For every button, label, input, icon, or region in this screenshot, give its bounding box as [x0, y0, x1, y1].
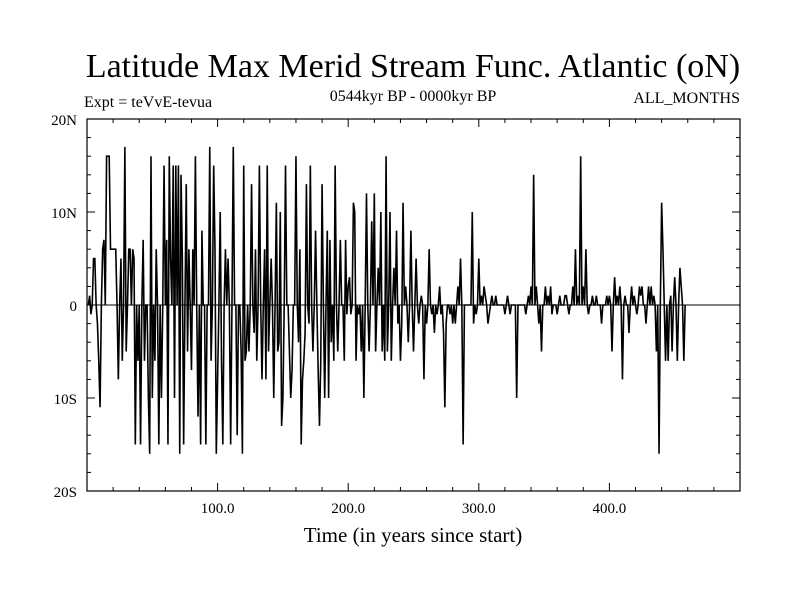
x-axis-label: Time (in years since start) [304, 523, 523, 547]
y-tick-label: 10S [54, 392, 77, 408]
x-axis: 100.0 200.0 300.0 400.0 [112, 119, 715, 517]
experiment-label: Expt = teVvE-tevua [84, 94, 212, 111]
series-line [87, 146, 686, 454]
months-label: ALL_MONTHS [633, 90, 740, 107]
y-tick-label: 0 [70, 299, 78, 315]
y-axis: 20N 10N 0 10S 20S [51, 113, 740, 501]
x-tick-label: 200.0 [331, 501, 365, 517]
y-tick-label: 10N [51, 206, 77, 222]
y-tick-label: 20S [54, 485, 77, 501]
x-tick-label: 100.0 [201, 501, 235, 517]
x-tick-label: 400.0 [593, 501, 627, 517]
y-tick-label: 20N [51, 113, 77, 129]
chart-title: Latitude Max Merid Stream Func. Atlantic… [86, 48, 740, 85]
x-tick-label: 300.0 [462, 501, 496, 517]
plot-frame [86, 118, 741, 492]
time-range-label: 0544kyr BP - 0000kyr BP [330, 88, 497, 105]
